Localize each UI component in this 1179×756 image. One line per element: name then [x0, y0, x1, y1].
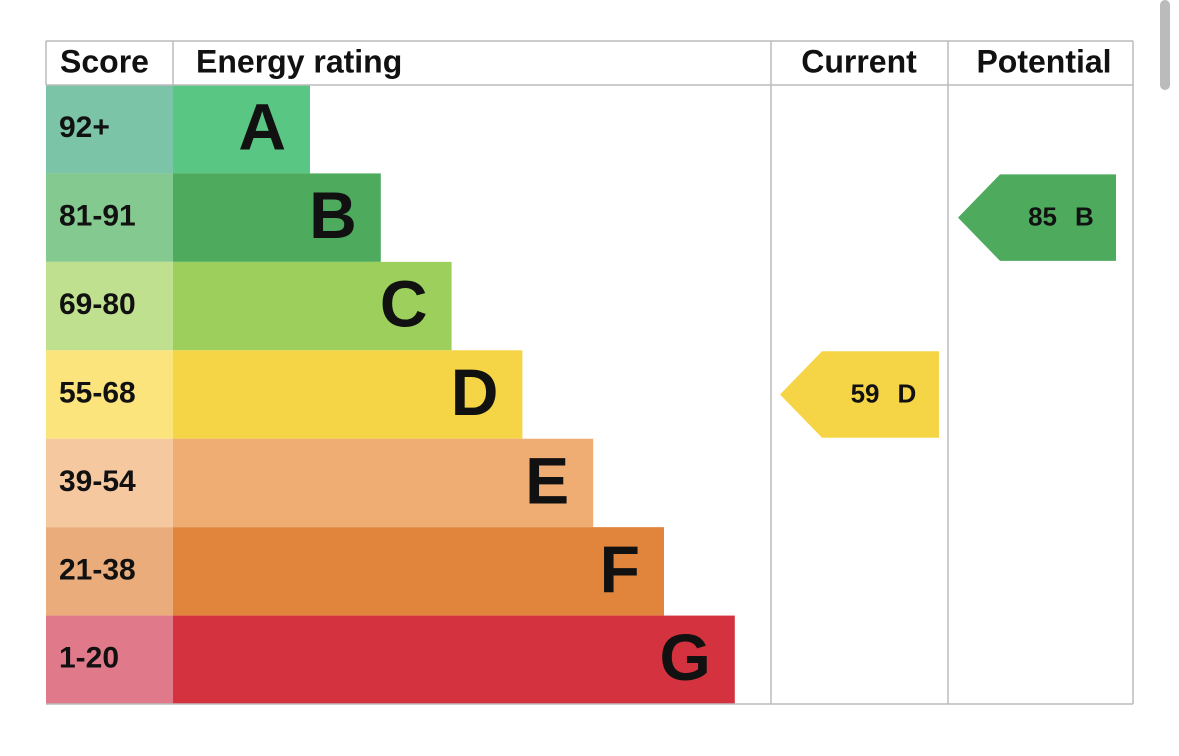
rating-bar	[173, 173, 381, 262]
current-value: 59	[851, 378, 880, 408]
rating-bar	[173, 438, 594, 528]
score-cell	[46, 350, 173, 439]
scrollbar	[1160, 0, 1170, 90]
arrow	[780, 351, 939, 438]
header-rating: Energy rating	[196, 43, 402, 79]
score-label: 92+	[59, 111, 110, 144]
rating-bar	[173, 350, 523, 439]
score-label: 55-68	[59, 376, 136, 409]
potential-indicator: 85 B	[958, 174, 1116, 261]
rating-letter: E	[525, 443, 569, 517]
rating-bar	[173, 85, 310, 174]
header-score: Score	[60, 43, 149, 79]
potential-letter: B	[1075, 202, 1094, 232]
rating-letter: F	[600, 532, 640, 606]
header-current: Current	[801, 43, 917, 79]
score-label: 39-54	[59, 465, 136, 498]
score-cell	[46, 173, 173, 262]
rating-bar	[173, 615, 735, 705]
rating-bar	[173, 527, 664, 616]
score-cell	[46, 85, 173, 174]
rating-letter: C	[380, 267, 428, 341]
score-label: 1-20	[59, 642, 119, 675]
potential-value: 85	[1028, 202, 1057, 232]
score-label: 81-91	[59, 200, 136, 233]
rating-bar	[173, 261, 452, 351]
rating-letter: G	[659, 620, 710, 694]
header-potential: Potential	[976, 43, 1111, 79]
score-label: 21-38	[59, 553, 136, 586]
rating-letter: A	[238, 90, 286, 164]
current-indicator: 59 D	[780, 351, 939, 438]
score-cell	[46, 261, 173, 351]
score-cell	[46, 615, 173, 705]
score-cell	[46, 438, 173, 528]
score-label: 69-80	[59, 288, 136, 321]
score-cell	[46, 527, 173, 616]
current-letter: D	[898, 378, 917, 408]
arrow	[958, 174, 1116, 261]
rating-letter: B	[309, 178, 357, 252]
rating-letter: D	[451, 355, 499, 429]
